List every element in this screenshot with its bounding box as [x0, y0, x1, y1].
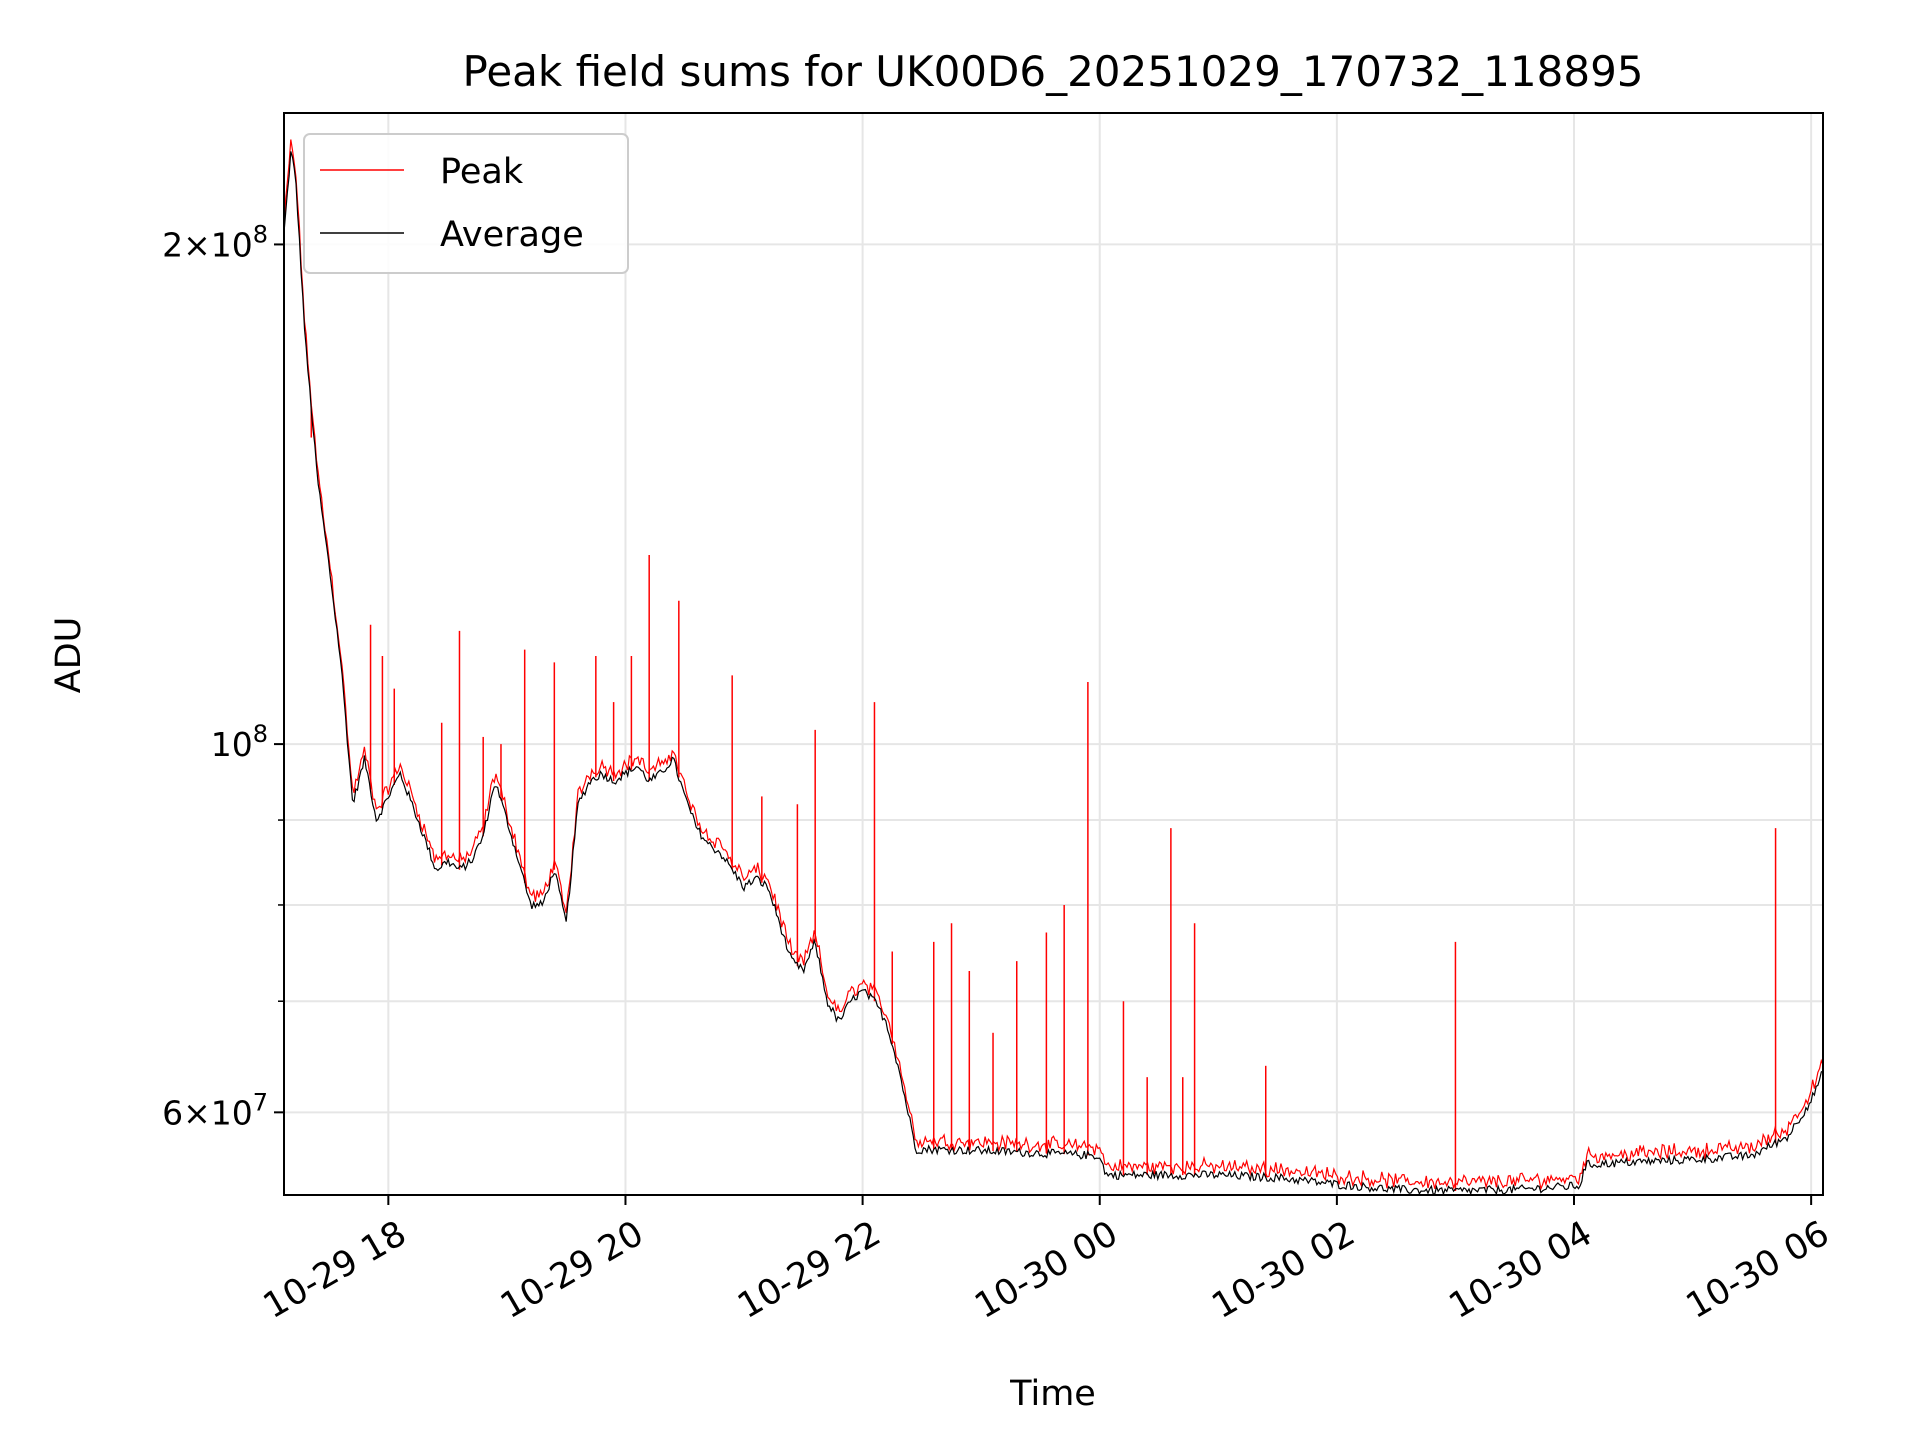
grid-lines: [284, 113, 1823, 1195]
legend-average-label: Average: [440, 215, 584, 255]
y-axis-label: ADU: [49, 617, 89, 694]
chart-title: Peak field sums for UK00D6_20251029_1707…: [462, 47, 1643, 96]
legend-box: [303, 133, 629, 274]
peak-spikes: [310, 408, 1777, 1191]
y-tick-label: 108: [211, 720, 268, 764]
y-tick-label: 2×108: [162, 220, 268, 264]
legend: Peak Average: [303, 133, 629, 274]
series-layer: [284, 139, 1823, 1195]
plot-frame: [283, 112, 1824, 1196]
y-tick-label: 6×107: [162, 1088, 268, 1132]
legend-peak-label: Peak: [440, 152, 524, 192]
peak-series-line: [284, 139, 1823, 1191]
x-axis-label: Time: [1009, 1374, 1096, 1414]
y-axis-ticks: 6×107 108 2×108: [162, 220, 284, 1132]
average-series-line: [284, 151, 1823, 1195]
